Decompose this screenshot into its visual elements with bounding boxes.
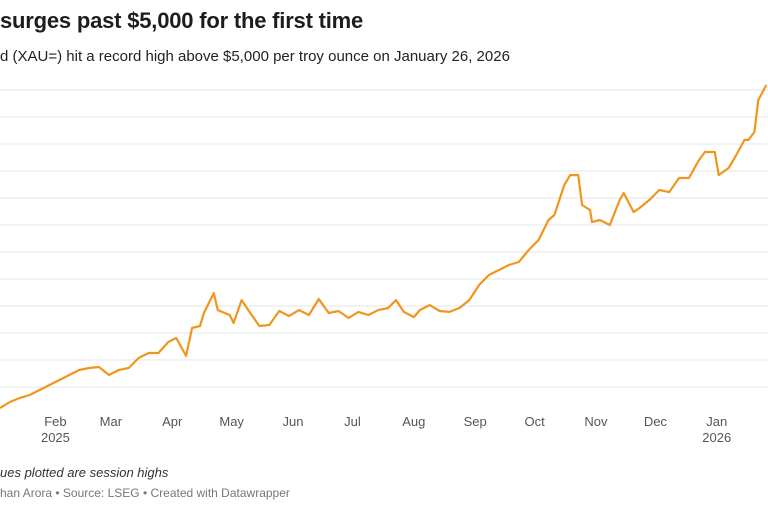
chart-title: surges past $5,000 for the first time	[0, 8, 364, 33]
x-tick-label: Jan	[706, 414, 727, 429]
x-tick-year: 2026	[702, 430, 731, 445]
x-tick-label: Feb	[44, 414, 66, 429]
x-tick-year: 2025	[41, 430, 70, 445]
x-tick-label: Aug	[402, 414, 425, 429]
x-tick-label: Sep	[464, 414, 487, 429]
x-tick-label: Jun	[283, 414, 304, 429]
x-tick-label: Mar	[100, 414, 123, 429]
gold-price-line	[0, 84, 768, 410]
x-tick-label: Dec	[644, 414, 668, 429]
x-tick-label: Oct	[524, 414, 545, 429]
chart-credit: han Arora • Source: LSEG • Created with …	[0, 486, 290, 500]
chart-subtitle: d (XAU=) hit a record high above $5,000 …	[0, 48, 510, 65]
gridlines	[0, 89, 768, 388]
x-tick-label: Nov	[584, 414, 608, 429]
chart-note: ues plotted are session highs	[0, 465, 169, 480]
x-tick-label: May	[219, 414, 244, 429]
x-tick-label: Apr	[162, 414, 183, 429]
x-tick-label: Jul	[344, 414, 361, 429]
